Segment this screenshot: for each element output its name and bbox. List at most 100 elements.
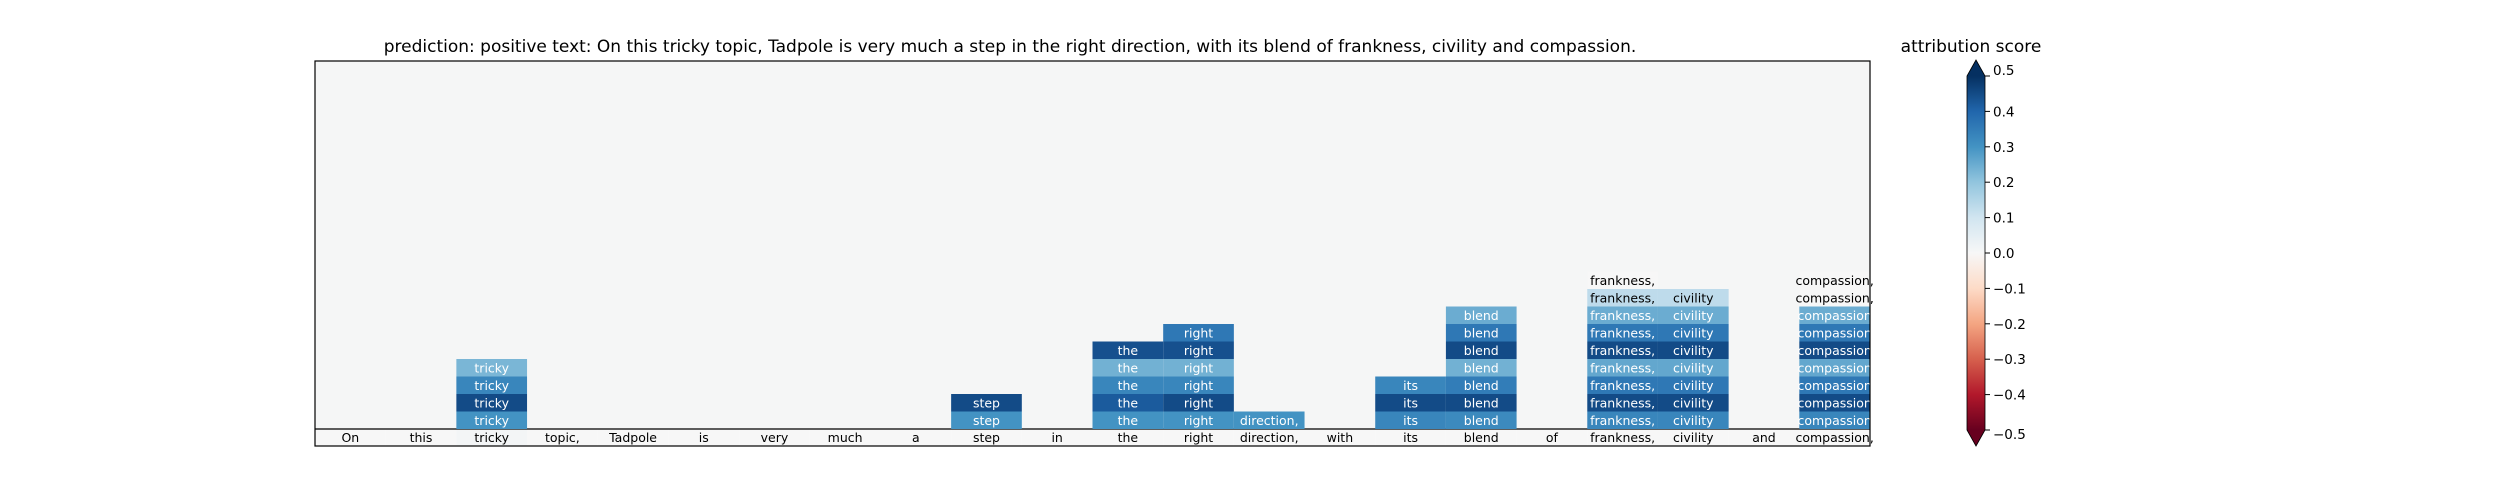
x-tick-label: compassion, — [1795, 430, 1873, 445]
colorbar-tick-label: 0.2 — [1993, 175, 2014, 191]
cell-label: frankness, — [1590, 360, 1655, 375]
cell-label: civility — [1673, 378, 1714, 393]
attribution-cell — [1657, 394, 1729, 412]
cell-label: civility — [1673, 308, 1714, 323]
plot-frame — [314, 60, 1871, 447]
cell-label: frankness, — [1590, 325, 1655, 340]
token-cell — [880, 429, 952, 446]
x-tick-label: a — [912, 430, 920, 445]
cell-label: step — [973, 413, 1000, 428]
cell-label: frankness, — [1590, 413, 1655, 428]
cell-label: step — [973, 395, 1000, 410]
cell-label: frankness, — [1590, 395, 1655, 410]
x-tick-label: civility — [1673, 430, 1714, 445]
cell-label: the — [1118, 395, 1139, 410]
cell-label: the — [1118, 413, 1139, 428]
attribution-cell — [1587, 306, 1658, 324]
token-cell — [668, 429, 740, 446]
cell-label: blend — [1464, 395, 1499, 410]
token-cell — [1657, 429, 1729, 446]
cell-label: compassion, — [1795, 273, 1873, 288]
x-tick-label: right — [1184, 430, 1213, 445]
attribution-cell — [1799, 271, 1870, 289]
attribution-cell — [1799, 341, 1870, 359]
attribution-cell — [1375, 394, 1446, 412]
cell-label: compassion, — [1795, 290, 1873, 305]
token-cell — [1092, 429, 1164, 446]
cell-label: compassion — [1797, 413, 1871, 428]
colorbar-tick-label: 0.1 — [1993, 211, 2014, 227]
attribution-cell — [1163, 341, 1234, 359]
attribution-cell — [1445, 394, 1517, 412]
x-tick-label: its — [1403, 430, 1418, 445]
colorbar-tick-label: 0.0 — [1993, 246, 2014, 262]
x-tick-label: this — [410, 430, 433, 445]
attribution-cell — [1587, 341, 1658, 359]
cell-label: civility — [1673, 360, 1714, 375]
attribution-cell — [456, 394, 528, 412]
attribution-cell — [1657, 376, 1729, 394]
x-tick-label: is — [699, 430, 709, 445]
x-tick-label: On — [341, 430, 359, 445]
cell-label: right — [1184, 395, 1213, 410]
cell-label: tricky — [474, 413, 509, 428]
cell-label: right — [1184, 378, 1213, 393]
x-tick-label: much — [828, 430, 863, 445]
attribution-cell — [1657, 324, 1729, 342]
cell-label: blend — [1464, 343, 1499, 358]
cell-label: right — [1184, 325, 1213, 340]
cell-label: civility — [1673, 413, 1714, 428]
token-cell — [809, 429, 881, 446]
x-tick-label: of — [1546, 430, 1559, 445]
token-cell — [1799, 429, 1870, 446]
attribution-cell — [1657, 359, 1729, 377]
cell-label: the — [1118, 360, 1139, 375]
attribution-cell — [1799, 324, 1870, 342]
attribution-cell — [1445, 306, 1517, 324]
colorbar-tick-label: −0.1 — [1993, 281, 2026, 297]
cell-label: tricky — [474, 378, 509, 393]
attribution-cell — [1163, 324, 1234, 342]
chart-title: prediction: positive text: On this trick… — [384, 37, 1637, 57]
cell-label: compassion — [1797, 360, 1871, 375]
colorbar-tick-label: −0.2 — [1993, 317, 2026, 333]
cell-label: blend — [1464, 360, 1499, 375]
attribution-cell — [951, 394, 1022, 412]
token-cell — [1375, 429, 1446, 446]
cell-label: right — [1184, 413, 1213, 428]
token-cell — [1304, 429, 1376, 446]
cell-label: blend — [1464, 378, 1499, 393]
cell-label: frankness, — [1590, 343, 1655, 358]
x-tick-label: step — [973, 430, 1000, 445]
attribution-cell — [1375, 376, 1446, 394]
cell-label: compassion — [1797, 395, 1871, 410]
plot-area: tricky tricky tricky tricky step step the the th… — [314, 60, 1874, 447]
token-cell — [315, 429, 386, 446]
attribution-cell — [1799, 289, 1870, 307]
x-tick-label: direction, — [1240, 430, 1299, 445]
attribution-cell — [1587, 394, 1658, 412]
attribution-cell — [1587, 324, 1658, 342]
token-cell — [1445, 429, 1517, 446]
cell-label: compassion — [1797, 343, 1871, 358]
x-tick-label: and — [1752, 430, 1776, 445]
x-tick-label: tricky — [474, 430, 509, 445]
cell-label: frankness, — [1590, 308, 1655, 323]
attribution-cell — [1092, 359, 1164, 377]
attribution-cell — [1445, 376, 1517, 394]
cell-label: its — [1403, 378, 1418, 393]
cell-label: civility — [1673, 290, 1714, 305]
attribution-cell — [1587, 271, 1658, 289]
attribution-cell — [1799, 411, 1870, 429]
attribution-cell — [1092, 411, 1164, 429]
attribution-cell — [1163, 394, 1234, 412]
attribution-cell — [1799, 359, 1870, 377]
x-tick-label: topic, — [545, 430, 580, 445]
attribution-cell — [1657, 289, 1729, 307]
x-tick-label: in — [1051, 430, 1062, 445]
attribution-cell — [456, 411, 528, 429]
cell-label: civility — [1673, 395, 1714, 410]
attribution-cell — [1163, 359, 1234, 377]
cell-label: the — [1118, 343, 1139, 358]
